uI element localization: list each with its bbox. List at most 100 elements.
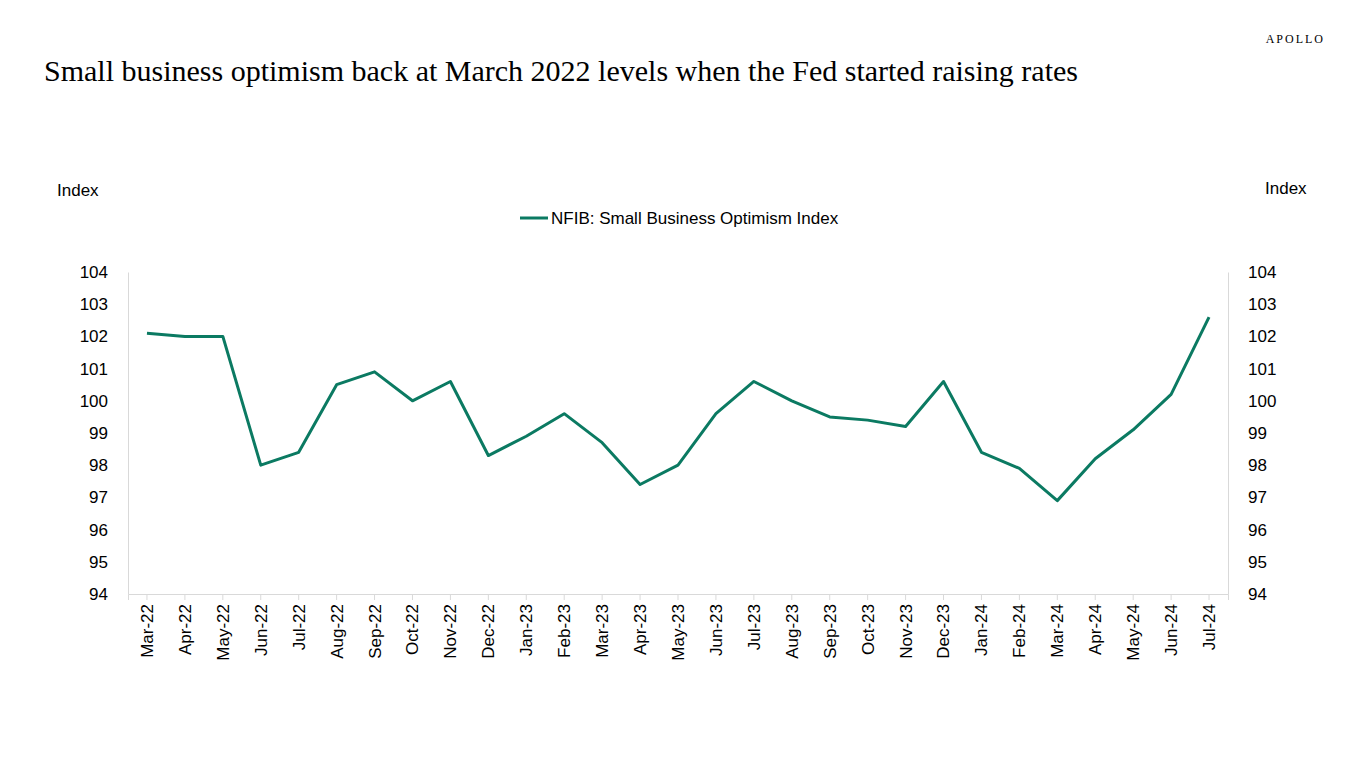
x-tick-label: Sep-23	[821, 604, 840, 659]
x-tick-mark	[488, 594, 489, 600]
y2-tick-label: 100	[1248, 392, 1276, 411]
y2-tick: 95	[1228, 553, 1267, 572]
x-tick-label: Jan-24	[972, 604, 991, 656]
x-tick-mark	[564, 594, 565, 600]
y2-tick: 104	[1228, 263, 1276, 282]
x-tick: Jan-23	[517, 594, 536, 656]
y-tick: 96	[89, 521, 128, 540]
x-tick-mark	[867, 594, 868, 600]
y2-tick-label: 95	[1248, 553, 1267, 572]
y-axis: 94 95 96 97 98 99 100 101 102 103 104	[80, 263, 129, 604]
x-tick-mark	[298, 594, 299, 600]
x-tick: Aug-23	[783, 594, 802, 659]
legend: NFIB: Small Business Optimism Index	[520, 209, 839, 228]
x-axis-line	[129, 595, 1229, 601]
x-tick-label: May-23	[669, 604, 688, 661]
x-tick-label: Sep-22	[366, 604, 385, 659]
y-tick-label: 99	[89, 424, 108, 443]
x-tick-mark	[260, 594, 261, 600]
x-tick-label: Apr-22	[176, 604, 195, 655]
x-tick-mark	[981, 594, 982, 600]
y-tick: 101	[80, 360, 128, 379]
x-tick: Jul-23	[745, 594, 764, 650]
x-tick-label: Jan-23	[517, 604, 536, 656]
x-tick: Jul-24	[1200, 594, 1219, 650]
x-tick-label: Apr-24	[1086, 604, 1105, 655]
y-axis-line	[128, 273, 129, 595]
x-tick-label: Feb-24	[1010, 604, 1029, 658]
x-tick: Mar-23	[593, 594, 612, 658]
x-tick: Mar-22	[138, 594, 157, 658]
y-tick: 98	[89, 456, 128, 475]
x-tick-mark	[1095, 594, 1096, 600]
y-tick-label: 101	[80, 360, 108, 379]
x-tick: Jun-23	[707, 594, 726, 656]
y2-tick-label: 97	[1248, 488, 1267, 507]
x-tick: Jan-24	[972, 594, 991, 656]
x-tick-mark	[943, 594, 944, 600]
x-tick: Sep-23	[821, 594, 840, 659]
y2-tick: 94	[1228, 585, 1267, 604]
x-tick-mark	[184, 594, 185, 600]
x-tick-mark	[753, 594, 754, 600]
x-tick-label: Mar-24	[1048, 604, 1067, 658]
x-tick-label: May-24	[1124, 604, 1143, 661]
x-tick-mark	[412, 594, 413, 600]
x-tick-mark	[678, 594, 679, 600]
legend-item: NFIB: Small Business Optimism Index	[520, 209, 839, 228]
y2-tick-label: 104	[1248, 263, 1276, 282]
y-tick: 97	[89, 488, 128, 507]
y-tick-label: 94	[89, 585, 108, 604]
y-tick-label: 97	[89, 488, 108, 507]
x-tick-label: Oct-23	[859, 604, 878, 655]
x-tick: Feb-23	[555, 594, 574, 658]
x-tick-label: Jul-23	[745, 604, 764, 650]
y-tick-label: 96	[89, 521, 108, 540]
x-tick-mark	[222, 594, 223, 600]
y2-tick: 103	[1228, 295, 1276, 314]
x-tick: Jul-22	[290, 594, 309, 650]
x-tick: May-22	[214, 594, 233, 661]
y2-tick-label: 103	[1248, 295, 1276, 314]
x-tick-label: Nov-22	[441, 604, 460, 659]
y-tick: 103	[80, 295, 128, 314]
y2-tick: 101	[1228, 360, 1276, 379]
y-tick: 102	[80, 327, 128, 346]
x-tick-label: Feb-23	[555, 604, 574, 658]
y2-axis: 949596979899100101102103104	[1228, 263, 1276, 604]
x-tick-label: Jun-24	[1162, 604, 1181, 656]
x-tick-label: Aug-22	[328, 604, 347, 659]
x-tick: May-23	[669, 594, 688, 661]
y-tick: 104	[80, 263, 128, 282]
y-axis-title: Index	[57, 181, 99, 200]
x-tick-mark	[1171, 594, 1172, 600]
x-tick: Nov-23	[897, 594, 916, 659]
x-tick: Apr-23	[631, 594, 650, 655]
x-tick: Jun-24	[1162, 594, 1181, 656]
y-tick-label: 103	[80, 295, 108, 314]
x-tick-label: Jul-24	[1200, 604, 1219, 650]
x-tick-label: Mar-23	[593, 604, 612, 658]
plot-area	[147, 317, 1209, 501]
x-tick: Apr-22	[176, 594, 195, 655]
logo: APOLLO	[1266, 32, 1325, 46]
x-tick-label: Mar-22	[138, 604, 157, 658]
x-tick-label: Jun-23	[707, 604, 726, 656]
y2-tick-label: 94	[1248, 585, 1267, 604]
y2-tick: 98	[1228, 456, 1267, 475]
y-tick-label: 102	[80, 327, 108, 346]
y-tick-label: 100	[80, 392, 108, 411]
x-tick-label: Dec-22	[479, 604, 498, 659]
x-tick-mark	[450, 594, 451, 600]
x-tick: Dec-22	[479, 594, 498, 659]
y2-tick: 102	[1228, 327, 1276, 346]
y-tick: 95	[89, 553, 128, 572]
y-tick-label: 98	[89, 456, 108, 475]
y-tick: 94	[89, 585, 128, 604]
y2-axis-title: Index	[1265, 179, 1307, 198]
x-tick-mark	[640, 594, 641, 600]
x-tick-label: Dec-23	[934, 604, 953, 659]
x-tick-mark	[526, 594, 527, 600]
y2-tick: 100	[1228, 392, 1276, 411]
y2-tick: 96	[1228, 521, 1267, 540]
